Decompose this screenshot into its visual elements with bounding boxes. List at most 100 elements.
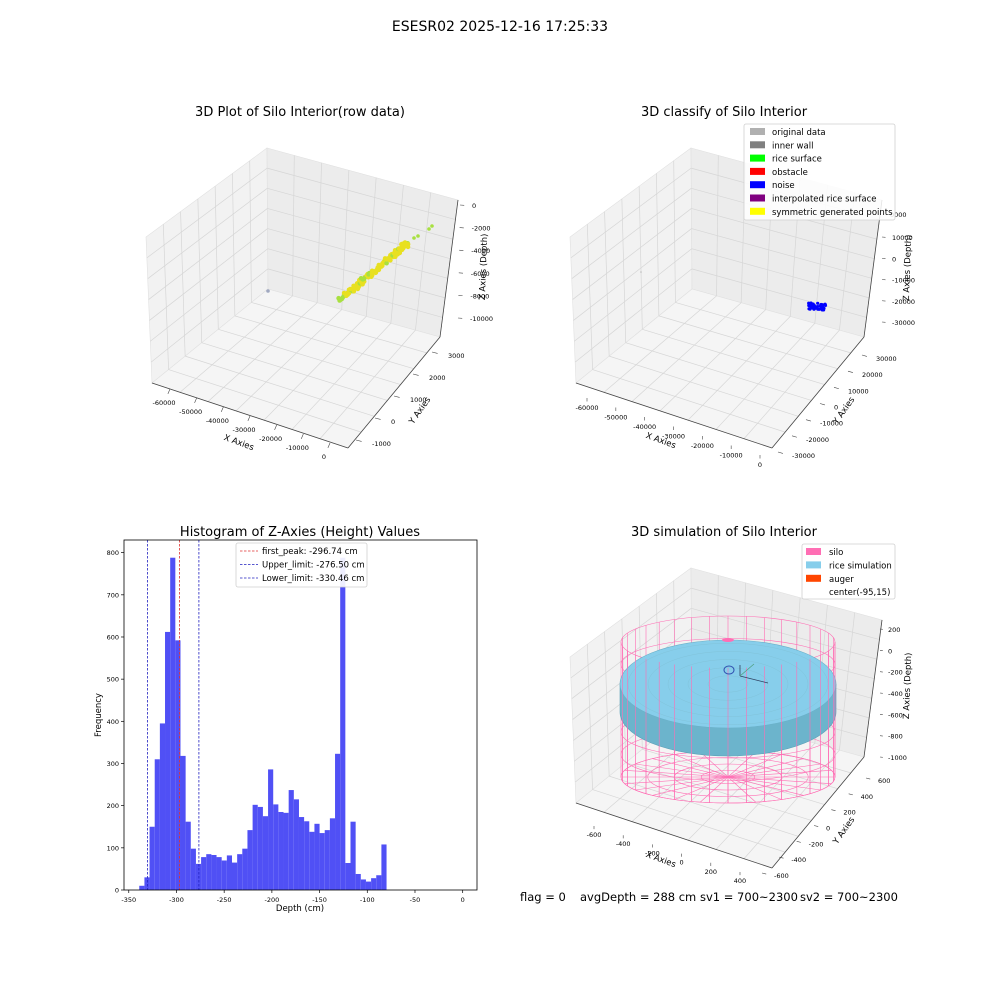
panel1-grid-right-v — [365, 177, 377, 317]
panel2-y-tick-label: 30000 — [876, 355, 897, 363]
panel4-legend-frame — [801, 543, 896, 600]
panel2-grid-left-v — [621, 198, 627, 343]
panel3-y-tick-label: 600 — [107, 633, 119, 641]
panel1-y-tick-label: 0 — [391, 418, 395, 426]
panel2-legend-swatch — [750, 128, 765, 135]
panel1-grid-floor-x — [235, 309, 342, 412]
panel3-legend-label: Lower_limit: -330.46 cm — [262, 574, 364, 584]
figure-title: ESESR02 2025-12-16 17:25:33 — [392, 19, 608, 35]
panel2-grid-right-h — [691, 228, 872, 279]
panel2-x-tick-label: -30000 — [662, 433, 685, 441]
histogram-bar — [304, 821, 310, 890]
histogram-bar — [365, 881, 372, 890]
panel4-y-axis-line — [771, 756, 865, 869]
histogram-bar — [216, 857, 222, 890]
panel2-legend-label: noise — [772, 181, 795, 191]
histogram-bar — [340, 557, 346, 890]
panel2-noise-point — [809, 305, 814, 309]
panel2-y-tick-label: 10000 — [848, 387, 869, 395]
panel2-grid-floor-x — [631, 302, 742, 402]
panel2-grid-left-v — [586, 224, 593, 370]
histogram-bar — [283, 812, 289, 890]
status-sv2: sv2 = 700~2300 — [800, 890, 898, 904]
histogram-bar — [144, 877, 150, 890]
histogram-bar — [206, 854, 212, 890]
panel1-x-tick-mark — [274, 424, 277, 431]
silo-bottom-spoke — [635, 763, 729, 778]
panel1-x-tick-label: 0 — [322, 453, 326, 461]
panel4-grid-left-h — [570, 587, 692, 679]
panel1-grid-left-h — [146, 167, 268, 259]
histogram-bar — [139, 885, 145, 890]
panel4-x-axis-line — [575, 802, 773, 869]
panel2-legend-label: interpolated rice surface — [772, 195, 877, 205]
panel1-grid-right-h — [267, 248, 446, 299]
panel2-legend-label: obstacle — [772, 168, 808, 178]
panel4-grid-right-v — [839, 612, 856, 751]
histogram-bar — [237, 854, 243, 890]
panel2-legend: original data inner wall rice surface obsta… — [743, 123, 896, 221]
panel2-x-axis-line — [575, 382, 773, 449]
histogram-bar — [335, 753, 341, 890]
silo-bottom-spoke — [727, 751, 756, 778]
panel3-x-tick-label: -250 — [217, 896, 232, 904]
panel3-y-tick-label: 0 — [115, 887, 119, 895]
panel1-x-tick-mark — [167, 388, 171, 395]
silo-bottom-spoke — [635, 776, 729, 791]
panel4-x-tick-label: -600 — [587, 831, 602, 839]
panel1-x-axis-line — [151, 382, 349, 449]
histogram-bar — [221, 860, 227, 890]
auger-marker — [723, 665, 735, 675]
panel2-noise-point — [812, 307, 816, 311]
panel1-outlier-point — [266, 289, 270, 293]
panel1-grid-left-v — [197, 198, 203, 343]
panel2-grid-left-h — [573, 228, 692, 321]
panel1-grid-right-h — [267, 187, 453, 240]
panel2-points — [640, 271, 828, 312]
panel2-grid-left-v — [673, 160, 676, 303]
panel3-y-tick-label: 300 — [107, 760, 119, 768]
panel2-noise-point — [816, 301, 820, 305]
panel3-y-tick-label: 100 — [107, 844, 119, 852]
panel2-title: 3D classify of Silo Interior — [641, 105, 808, 120]
panel1-grid-left-v — [162, 224, 169, 370]
panel2-y-tick-mark — [777, 451, 783, 454]
histogram-bar — [165, 631, 171, 890]
panel2-y-ticks: -30000 -20000 -10000 0 10000 20000 30000 — [777, 354, 897, 460]
panel3-x-tick-label: -50 — [410, 896, 421, 904]
histogram-bar — [288, 790, 294, 890]
silo-bottom-spoke — [624, 776, 729, 784]
panel1-x-label: X Axies — [222, 433, 255, 453]
panel2-z-tick-label: -10000 — [892, 277, 915, 285]
panel2-y-tick-label: 20000 — [862, 371, 883, 379]
panel2-z-axis-line — [863, 199, 883, 338]
panel4-x-tick-label: -200 — [645, 849, 660, 857]
panel4-z-tick-label: -800 — [888, 733, 903, 741]
panel2-noise-point — [809, 301, 813, 305]
histogram-bar — [170, 557, 176, 890]
panel2-grid-floor-y — [658, 315, 838, 370]
panel2-grid-floor-x — [743, 329, 840, 439]
panel1-x-tick-label: -20000 — [259, 435, 282, 443]
panel1-raw-point — [384, 260, 389, 266]
panel3-y-tick-label: 500 — [107, 676, 119, 684]
panel1-y-tick-label: -1000 — [372, 440, 391, 448]
panel1-grid-right-h — [267, 228, 448, 279]
panel2-grid-left-h — [572, 208, 692, 300]
panel4-z-tick-label: -200 — [888, 669, 903, 677]
panel4-y-ticks: -600-400-2000 200 400 600 — [761, 777, 890, 880]
panel2-y-tick-mark — [791, 435, 797, 438]
panel2-z-tick-label: -30000 — [892, 319, 915, 327]
panel4-legend-label: center(-95,15) — [829, 588, 890, 598]
panel2-noise-point — [819, 302, 823, 307]
panel2-grid-floor-y — [592, 369, 786, 433]
panel1-grid-floor-y — [234, 315, 414, 370]
panel1-x-tick-mark — [220, 406, 224, 413]
panel1-y-tick-mark — [412, 373, 419, 376]
panel3-x-tick-label: -300 — [169, 896, 184, 904]
panel4-y-tick-mark — [779, 856, 784, 859]
panel3-y-tick-label: 700 — [107, 591, 119, 599]
panel4-y-tick-label: 200 — [843, 809, 855, 817]
panel2-legend-swatch — [750, 154, 765, 162]
